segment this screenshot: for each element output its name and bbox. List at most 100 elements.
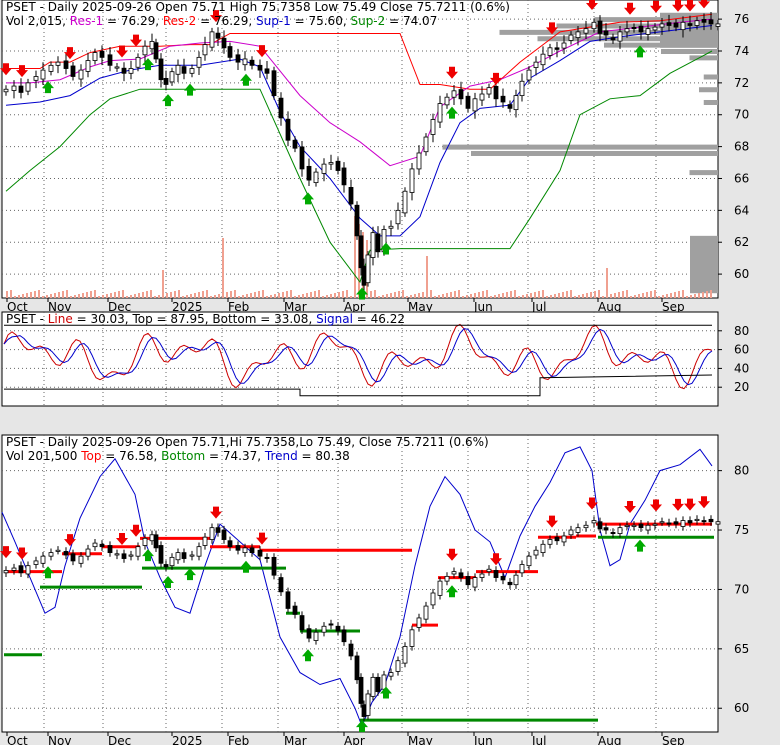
volume-bar [570,290,572,298]
volume-bar [22,294,24,298]
trend-candle-body [107,545,113,554]
volume-bar [254,292,256,298]
volume-bar [502,293,504,298]
volume-bar [230,291,232,298]
volume-bar [634,295,636,298]
oscillator-line [3,323,713,390]
profile-bar [556,23,718,29]
y-tick-label: 70 [734,582,749,596]
candle-body [63,60,69,69]
x-tick-label: Sep [662,300,685,314]
trend-x-axis: Oct Nov Dec 2025 Feb Mar Apr May Jun Jul Aug Sep [6,732,685,745]
trend-candle-body [645,524,651,531]
trend-candle-body [547,539,553,545]
y-tick-label: 80 [734,464,749,478]
profile-bar [689,55,718,61]
volume-bar [566,291,568,298]
sell-arrow [684,498,696,511]
candle-body [507,104,513,109]
volume-bar [226,292,228,298]
trend-candle-body [292,605,298,615]
trend-candle-body [348,643,354,657]
trend-candle-body [568,529,574,536]
trend-candle-body [680,520,686,527]
y-tick-label: 76 [734,12,749,26]
resistance-2-line [6,13,713,90]
volume-bar [154,296,156,298]
volume-bar [14,296,16,298]
trend-candle-body [341,629,347,643]
volume-bar [674,292,676,298]
candle-body [591,21,597,30]
trend-candle-body [375,676,381,693]
x-tick-label: Feb [228,734,249,745]
volume-bar [286,291,288,298]
trend-candle-body [365,693,371,716]
volume-bar [558,293,560,298]
sell-arrow [64,47,76,60]
volume-bar [534,292,536,298]
profile-bar [537,36,718,42]
sell-arrow [546,515,558,528]
x-tick-label: Jul [531,734,546,745]
candle-body [554,47,560,50]
candle-body [465,95,471,109]
sell-arrow [16,547,28,560]
y-tick-label: 62 [734,235,749,249]
trend-candle-body [33,560,39,565]
volume-bar [34,291,36,298]
candle-body [423,136,429,153]
candle-body [196,56,202,68]
candle-body [575,31,581,39]
y-tick-label: 75 [734,523,749,537]
price-panel: 60 62 64 66 68 70 72 74 76 Oct Nov Dec 2025 Feb Mar Ap… [0,0,749,314]
trend-candle-body [114,553,120,556]
volume-bar [586,293,588,298]
candle-body [375,233,381,253]
trend-candle-body [181,552,187,559]
trend-candle-body [533,549,539,556]
volume-bar [578,295,580,298]
profile-bar [661,48,718,54]
trend-candle-body [18,565,24,574]
volume-bar [474,293,476,298]
candle-body [48,64,54,72]
trend-candle-body [624,524,630,527]
bottom-line [4,374,713,397]
sell-arrow [130,524,142,537]
volume-bar [50,294,52,298]
volume-bar [258,291,260,298]
trend-candle-body [169,556,175,567]
y-tick-label: 60 [734,267,749,281]
volume-bar [318,290,320,298]
candle-body [99,50,105,58]
trend-candle-body [85,548,91,557]
volume-bar [610,294,612,298]
volume-bar [58,292,60,298]
trend-candle-body [48,552,54,557]
y-tick-label: 80 [734,324,749,338]
candle-body [430,119,436,135]
candle-body [235,54,241,63]
volume-bar [326,295,328,298]
volume-bar [126,296,128,298]
volume-bar [706,291,708,298]
volume-bar [38,290,40,298]
volume-bar [594,291,596,298]
x-tick-label: May [408,734,433,745]
volume-bar [382,295,384,298]
x-tick-label: Jun [473,734,493,745]
x-tick-label: Dec [108,300,131,314]
volume-bar [686,296,688,298]
profile-bar [703,99,718,105]
candle-body [444,96,450,106]
candle-body [242,58,248,66]
trend-candle-body [358,676,364,704]
candle-body [348,187,354,205]
buy-arrow [184,83,196,96]
trend-candle-body [92,542,98,548]
candle-body [694,20,700,26]
sell-arrow [116,532,128,545]
volume-bar [110,293,112,298]
sell-arrow [0,63,12,76]
